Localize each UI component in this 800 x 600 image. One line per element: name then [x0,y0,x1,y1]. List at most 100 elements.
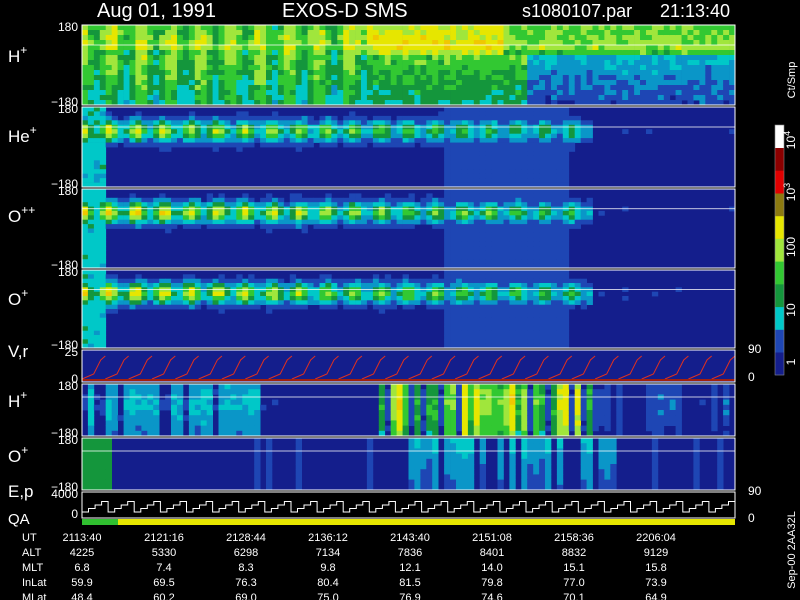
spectrogram-cell [194,45,202,51]
spectrogram-cell [568,95,576,101]
spectrogram-cell [450,224,457,229]
spectrogram-cell [687,40,694,46]
spectrogram-cell [592,100,599,106]
spectrogram-cell [331,70,338,76]
spectrogram-cell [432,85,439,91]
spectrogram-cell [182,291,190,297]
spectrogram-cell [153,210,160,216]
spectrogram-cell [467,182,475,188]
spectrogram-cell [82,335,89,340]
spectrogram-cell [165,215,172,221]
spectrogram-cell [171,410,178,416]
spectrogram-cell [82,254,89,260]
spectrogram-cell [444,111,451,117]
spectrogram-cell [390,219,397,225]
spectrogram-cell [99,335,107,340]
spectrogram-cell [491,90,498,96]
spectrogram-cell [539,164,546,170]
spectrogram-cell [295,95,302,101]
spectrogram-cell [272,25,279,31]
spectrogram-cell [610,45,617,51]
spectrogram-cell [295,50,302,56]
spectrogram-cell [289,202,297,207]
spectrogram-cell [82,70,89,76]
spectrogram-cell [93,25,101,31]
spectrogram-cell [509,107,516,112]
spectrogram-cell [562,237,570,243]
spectrogram-cell [123,283,130,288]
spectrogram-cell [390,138,397,143]
spectrogram-cell [556,304,564,310]
spectrogram-cell [372,224,380,229]
spectrogram-cell [479,55,486,61]
spectrogram-cell [456,55,463,61]
spectrogram-cell [711,40,718,46]
spectrogram-cell [87,25,95,31]
spectrogram-cell [717,45,724,51]
spectrogram-cell [521,232,528,238]
spectrogram-cell [177,420,184,426]
spectrogram-cell [171,415,178,421]
spectrogram-cell [337,45,344,51]
spectrogram-cell [527,169,534,174]
spectrogram-cell [99,300,107,305]
spectrogram-cell [111,210,118,216]
spectrogram-cell [123,75,130,81]
spectrogram-cell [651,95,659,101]
spectrogram-cell [188,430,196,437]
spectrogram-cell [503,35,510,41]
spectrogram-cell [479,111,486,117]
spectrogram-cell [147,75,154,81]
spectrogram-cell [479,415,486,421]
spectrogram-cell [515,129,522,134]
spectrogram-cell [141,75,148,81]
spectrogram-cell [307,100,314,106]
spectrogram-cell [497,80,504,86]
spectrogram-cell [372,197,380,203]
spectrogram-cell [533,278,540,284]
spectrogram-cell [93,147,101,152]
spectrogram-cell [432,95,439,101]
spectrogram-cell [159,35,166,41]
spectrogram-cell [669,75,676,81]
spectrogram-cell [426,404,433,411]
spectrogram-cell [420,120,427,126]
spectrogram-cell [456,30,463,36]
spectrogram [82,25,736,106]
spectrogram-cell [301,296,308,301]
spectrogram-cell [663,35,671,41]
spectrogram-cell [634,90,641,96]
spectrogram-cell [515,142,522,148]
spectrogram-cell [135,75,142,81]
spectrogram-cell [663,55,671,61]
spectrogram-cell [93,178,101,183]
spectrogram-cell [426,304,433,310]
spectrogram-cell [159,85,166,91]
spectrogram-cell [467,85,475,91]
spectrogram-cell [272,35,279,41]
spectrogram-cell [414,296,421,301]
spectrogram-cell [646,50,653,56]
spectrogram-cell [188,219,196,225]
spectrogram-cell [355,215,362,221]
spectrogram-cell [194,404,202,411]
spectrogram-cell [491,133,498,139]
spectrogram-cell [372,45,380,51]
spectrogram-cell [295,296,302,301]
spectrogram-cell [539,85,546,91]
spectrogram-cell [651,65,659,71]
spectrogram-cell [200,129,207,134]
spectrogram-cell [159,95,166,101]
spectrogram-cell [628,100,635,106]
spectrogram-cell [212,300,219,305]
spectrogram-cell [515,283,522,288]
spectrogram-cell [82,95,89,101]
spectrogram-cell [497,197,504,203]
spectrogram-cell [651,70,659,76]
spectrogram-cell [562,210,570,216]
spectrogram-cell [675,65,682,71]
spectrogram-cell [123,80,130,86]
spectrogram-cell [521,80,528,86]
spectrogram-cell [456,389,463,395]
spectrogram-cell [200,95,207,101]
